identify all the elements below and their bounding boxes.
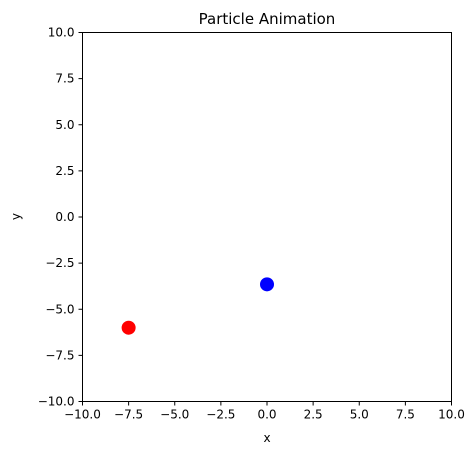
x-tick-label: −7.5: [114, 408, 143, 422]
x-tick-label: −2.5: [206, 408, 235, 422]
y-tick-label: 2.5: [55, 164, 74, 178]
y-tick-label: 5.0: [55, 118, 74, 132]
y-tick-label: 0.0: [55, 210, 74, 224]
y-tick-label: −10.0: [38, 395, 75, 409]
y-tick-label: 7.5: [55, 72, 74, 86]
axes-layer: −10.0 −7.5 −5.0 −2.5 0.0 2.5 5.0 7.5 10.0 −10.0 −7…: [38, 26, 465, 422]
x-tick-label: 10.0: [438, 408, 465, 422]
x-tick-label: 0.0: [257, 408, 276, 422]
x-axis-label: x: [263, 431, 270, 445]
y-tick-label: −2.5: [45, 256, 74, 270]
x-tick-label: −5.0: [160, 408, 189, 422]
y-tick-label: 10.0: [48, 26, 75, 40]
x-tick-label: −10.0: [64, 408, 101, 422]
chart-title: Particle Animation: [199, 10, 336, 28]
y-tick-label: −5.0: [45, 302, 74, 316]
particle-point-blue: [260, 277, 274, 292]
plot-frame: [82, 32, 452, 402]
points-layer: [121, 277, 274, 335]
particle-point-red: [121, 320, 136, 335]
x-tick-label: 5.0: [350, 408, 369, 422]
x-tick-label: 2.5: [304, 408, 323, 422]
y-tick-label: −7.5: [45, 348, 74, 362]
y-axis-label: y: [9, 213, 23, 220]
x-tick-label: 7.5: [396, 408, 415, 422]
